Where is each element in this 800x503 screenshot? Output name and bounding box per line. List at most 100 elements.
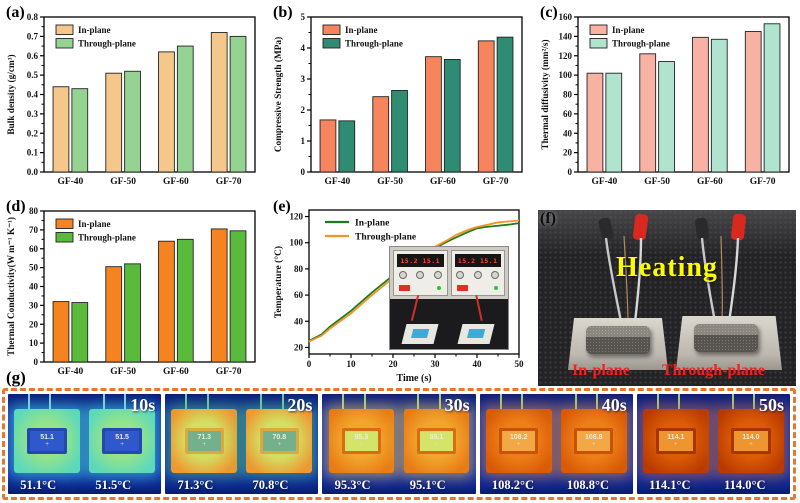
right-temperature: 70.8°C <box>252 478 289 492</box>
thermal-sample: 95.3 + <box>341 427 382 455</box>
sample-blue <box>411 329 430 338</box>
svg-text:GF-40: GF-40 <box>57 177 83 187</box>
left-temperature: 51.1°C <box>20 478 57 492</box>
svg-text:80: 80 <box>29 206 39 216</box>
svg-text:GF-60: GF-60 <box>163 367 189 377</box>
thermal-sample: 108.2 + <box>498 427 539 455</box>
right-temperature: 51.5°C <box>95 478 132 492</box>
right-temperature: 95.1°C <box>409 478 446 492</box>
svg-text:In-plane: In-plane <box>78 25 111 35</box>
svg-text:140: 140 <box>559 31 573 41</box>
svg-text:60: 60 <box>29 244 39 254</box>
thermal-conductivity-bar-chart: 0 10 20 30 40 50 60 70 80 GF-40 GF-50 GF-60 GF-70 The… <box>6 206 256 377</box>
thermal-plate-right: 114.0 + <box>718 409 784 473</box>
svg-text:Temperature (°C): Temperature (°C) <box>273 246 284 318</box>
spot-reading: 71.3 <box>197 434 212 441</box>
svg-text:0.8: 0.8 <box>27 12 39 22</box>
svg-text:Through-plane: Through-plane <box>78 233 136 243</box>
svg-text:2: 2 <box>301 105 306 115</box>
thermal-plate-left: 114.1 + <box>642 409 709 473</box>
through-plane-label: Through-plane <box>662 362 765 379</box>
svg-text:0.3: 0.3 <box>27 109 39 119</box>
spot-reading: 95.3 <box>354 434 369 441</box>
panel-b-compressive-strength-chart: (b) 0 1 2 3 4 5 GF-40 GF-50 GF-60 GF-70 Compressiv… <box>271 4 529 196</box>
thermal-frame-20s: 71.3 + 70.8 + 20s 71.3°C 70.8°C <box>165 394 319 494</box>
thermal-sample: 114.1 + <box>656 427 696 455</box>
thermal-sample: 95.1 + <box>416 427 457 455</box>
svg-text:0.0: 0.0 <box>27 167 39 177</box>
thermal-diffusivity-bar-chart: 0 20 40 60 80 100 120 140 160 GF-40 GF-50 GF-60 GF-7… <box>540 12 790 187</box>
svg-text:Thermal Conductivity(W m⁻¹ K⁻¹: Thermal Conductivity(W m⁻¹ K⁻¹) <box>6 217 17 356</box>
spot-reading: 108.2 <box>509 434 528 441</box>
spot-reading: 51.1 <box>40 434 54 441</box>
graphite-foam-sample <box>586 326 650 354</box>
thermal-sample: 114.0 + <box>731 427 771 455</box>
svg-text:0.2: 0.2 <box>27 128 39 138</box>
thermal-frame-40s: 108.2 + 108.8 + 40s 108.2°C 108.8°C <box>479 394 633 494</box>
spot-reading: 108.8 <box>584 434 603 441</box>
thermal-plate-right: 108.8 + <box>560 409 627 473</box>
svg-text:50: 50 <box>515 359 525 369</box>
svg-text:Bulk density (g/cm³): Bulk density (g/cm³) <box>6 54 17 134</box>
svg-text:100: 100 <box>559 70 573 80</box>
svg-text:20: 20 <box>29 319 39 329</box>
svg-text:In-plane: In-plane <box>78 219 111 229</box>
panel-c-thermal-diffusivity-chart: (c) 0 20 40 60 80 100 120 140 160 GF-40 GF-50 GF-60… <box>538 4 796 196</box>
spot-reading: 70.8 <box>272 434 287 441</box>
svg-text:40: 40 <box>473 359 483 369</box>
svg-text:60: 60 <box>294 290 304 300</box>
right-temperature: 114.0°C <box>724 478 766 492</box>
svg-text:0: 0 <box>307 359 312 369</box>
spot-reading: 114.1 <box>667 434 685 441</box>
svg-text:10: 10 <box>347 359 357 369</box>
thermal-plate-right: 70.8 + <box>246 409 313 473</box>
sample-plate <box>401 324 439 344</box>
svg-text:GF-70: GF-70 <box>216 177 242 187</box>
svg-text:Through-plane: Through-plane <box>355 233 416 243</box>
wires-and-clips <box>598 213 746 326</box>
svg-text:In-plane: In-plane <box>355 219 389 229</box>
svg-text:GF-70: GF-70 <box>483 177 509 187</box>
svg-text:50: 50 <box>29 263 39 273</box>
svg-text:GF-50: GF-50 <box>644 177 670 187</box>
psu-knobs <box>394 271 447 279</box>
compressive-strength-bar-chart: 0 1 2 3 4 5 GF-40 GF-50 GF-60 GF-70 Compressive St… <box>273 12 523 187</box>
spot-reading: 95.1 <box>429 434 444 441</box>
svg-text:GF-60: GF-60 <box>430 177 456 187</box>
time-label: 30s <box>444 395 470 415</box>
red-clip <box>632 213 649 241</box>
in-plane-label: In-plane <box>572 362 630 379</box>
svg-text:GF-60: GF-60 <box>697 177 723 187</box>
panel-label-g: (g) <box>6 368 26 387</box>
time-label: 20s <box>287 395 313 415</box>
panel-label-f: (f) <box>540 210 556 227</box>
psu-display-left: 15.2 15.1 <box>397 254 444 267</box>
heating-caption: Heating <box>616 252 718 283</box>
svg-text:20: 20 <box>563 148 573 158</box>
svg-text:0: 0 <box>34 357 39 367</box>
thermal-plate-left: 95.3 + <box>328 409 395 473</box>
spot-reading: 114.0 <box>742 434 760 441</box>
svg-text:Through-plane: Through-plane <box>78 39 136 49</box>
metal-plate-in-plane <box>568 318 668 370</box>
thermal-plate-left: 108.2 + <box>485 409 552 473</box>
svg-text:Thermal diffusivity (mm²/s): Thermal diffusivity (mm²/s) <box>540 39 551 149</box>
psu-knobs <box>452 271 505 279</box>
svg-text:20: 20 <box>294 342 304 352</box>
panel-e-temperature-line-chart: (e) 20 40 60 80 100 120 0 10 20 30 40 50 In-plane Thr… <box>271 198 529 386</box>
black-clip <box>695 217 709 241</box>
svg-text:10: 10 <box>29 338 39 348</box>
svg-text:120: 120 <box>290 212 304 222</box>
thermal-sample: 108.8 + <box>573 427 614 455</box>
thermal-sample: 70.8 + <box>259 427 300 455</box>
thermal-sample: 71.3 + <box>184 427 225 455</box>
svg-text:80: 80 <box>563 90 573 100</box>
svg-text:Compressive Strength (MPa): Compressive Strength (MPa) <box>273 37 284 152</box>
svg-text:GF-70: GF-70 <box>216 367 242 377</box>
svg-text:1: 1 <box>301 136 306 146</box>
svg-text:40: 40 <box>294 316 304 326</box>
thermal-sample: 51.5 + <box>102 427 142 455</box>
svg-text:120: 120 <box>559 51 573 61</box>
thermal-frame-10s: 51.1 + 51.5 + 10s 51.1°C 51.5°C <box>8 394 162 494</box>
